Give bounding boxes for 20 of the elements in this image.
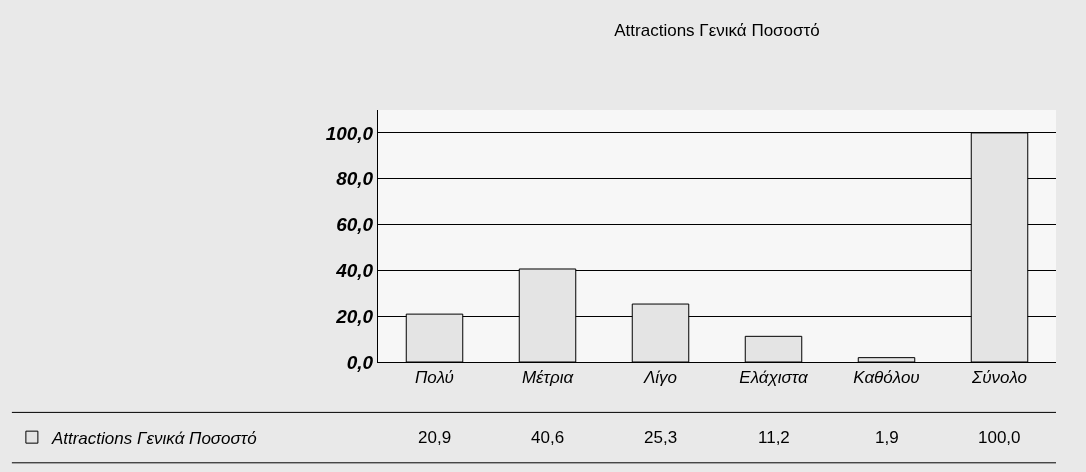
x-tick-label: Λίγο [642, 368, 678, 388]
data-label: 25,3 [644, 428, 678, 447]
data-label: 100,0 [978, 428, 1021, 447]
data-label: 1,9 [875, 428, 899, 447]
y-tick-label: 0,0 [346, 351, 374, 373]
y-tick-label: 100,0 [325, 122, 374, 144]
data-label: 11,2 [758, 428, 790, 447]
y-tick-label: 40,0 [335, 260, 374, 282]
y-tick-label: 20,0 [335, 305, 374, 327]
data-label: 20,9 [418, 428, 452, 447]
y-tick-label: 60,0 [336, 214, 374, 236]
x-tick-label: Πολύ [415, 368, 454, 388]
legend-label: Attractions Γενικά Ποσοστό [50, 428, 257, 448]
x-tick-label: Σύνολο [970, 368, 1028, 388]
x-tick-label: Μέτρια [521, 368, 575, 388]
chart-title: Attractions Γενικά Ποσοστό [614, 20, 820, 40]
x-tick-label: Ελάχιστα [739, 368, 809, 388]
x-tick-label: Καθόλου [853, 368, 920, 388]
y-tick-label: 80,0 [336, 168, 374, 190]
data-label: 40,6 [531, 428, 565, 447]
